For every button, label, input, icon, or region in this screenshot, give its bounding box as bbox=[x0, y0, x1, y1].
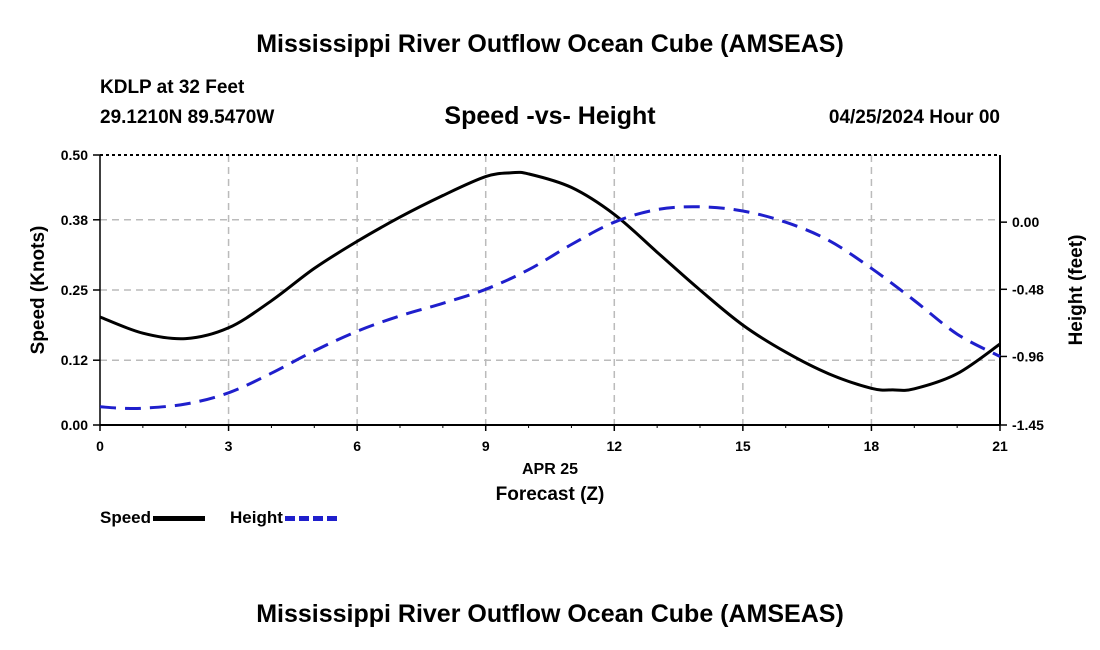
footer-title: Mississippi River Outflow Ocean Cube (AM… bbox=[256, 600, 844, 628]
station-label: KDLP at 32 Feet bbox=[100, 77, 245, 98]
y-left-tick-label: 0.00 bbox=[61, 417, 88, 433]
chart-main-title: Mississippi River Outflow Ocean Cube (AM… bbox=[256, 30, 844, 58]
x-tick-label: 3 bbox=[225, 438, 233, 454]
series-line-speed bbox=[99, 170, 1001, 392]
y-left-axis-title: Speed (Knots) bbox=[28, 226, 49, 355]
x-tick-label: 0 bbox=[96, 438, 104, 454]
y-left-tick-label: 0.38 bbox=[61, 212, 88, 228]
y-left-tick-label: 0.12 bbox=[61, 352, 88, 368]
legend-label-speed: Speed bbox=[100, 508, 152, 527]
y-right-axis-title: Height (feet) bbox=[1066, 235, 1087, 346]
legend-swatch-speed bbox=[153, 515, 206, 521]
forecast-datetime: 04/25/2024 Hour 00 bbox=[828, 107, 1000, 128]
legend-item-speed: Speed bbox=[100, 508, 206, 528]
x-tick-label: 15 bbox=[735, 438, 751, 454]
y-right-tick-label: -1.45 bbox=[1012, 417, 1044, 433]
y-left-tick-label: 0.50 bbox=[61, 147, 88, 163]
x-tick-label: 6 bbox=[353, 438, 361, 454]
speed-height-chart: 0 3 6 9 12 15 18 21 0.00 0.12 0.25 0.38 0.50 -1.45 -0.… bbox=[28, 147, 1087, 505]
x-tick-label: 18 bbox=[864, 438, 880, 454]
y-right-tick-label: -0.96 bbox=[1012, 348, 1044, 364]
legend-label-height: Height bbox=[230, 508, 283, 527]
coordinates-label: 29.1210N 89.5470W bbox=[100, 107, 275, 128]
x-axis-title: Forecast (Z) bbox=[496, 484, 605, 505]
y-right-tick-label: 0.00 bbox=[1012, 214, 1039, 230]
y-right-tick-label: -0.48 bbox=[1012, 281, 1044, 297]
x-tick-label: 9 bbox=[482, 438, 490, 454]
x-tick-label: 12 bbox=[606, 438, 622, 454]
x-date-label: APR 25 bbox=[522, 461, 578, 478]
x-tick-label: 21 bbox=[992, 438, 1008, 454]
legend-item-height: Height bbox=[230, 508, 337, 528]
series-line-height bbox=[99, 205, 1001, 411]
chart-subtitle: Speed -vs- Height bbox=[444, 102, 656, 130]
y-left-tick-label: 0.25 bbox=[61, 282, 88, 298]
legend-swatch-height bbox=[284, 515, 337, 521]
